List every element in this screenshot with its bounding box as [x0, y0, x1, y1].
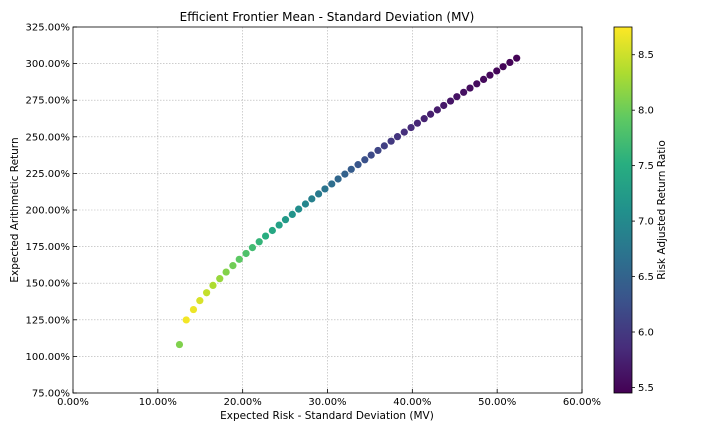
y-tick-label: 275.00% — [26, 96, 71, 107]
y-tick-label: 75.00% — [32, 389, 70, 400]
scatter-point — [367, 151, 375, 159]
scatter-point — [361, 156, 369, 164]
scatter-point — [374, 146, 382, 155]
x-axis-ticks: 0.00% 10.00% 20.00% 30.00% 40.00% 50.00% 60.00… — [57, 389, 601, 408]
scatter-point — [347, 165, 355, 173]
scatter-point — [420, 115, 428, 123]
scatter-point — [248, 244, 257, 252]
scatter-point — [175, 340, 184, 349]
y-tick-label: 100.00% — [26, 352, 71, 363]
chart-title: Efficient Frontier Mean - Standard Devia… — [180, 10, 475, 24]
scatter-point — [268, 226, 276, 235]
x-tick-label: 50.00% — [478, 397, 516, 408]
y-tick-label: 250.00% — [26, 132, 71, 143]
scatter-point — [493, 67, 501, 75]
y-tick-label: 125.00% — [26, 315, 71, 326]
scatter-point — [196, 297, 204, 305]
colorbar-tick-label: 8.0 — [638, 106, 654, 117]
scatter-point — [499, 63, 507, 71]
x-tick-label: 60.00% — [563, 397, 601, 408]
y-tick-label: 300.00% — [26, 59, 71, 70]
y-axis-ticks: 75.00% 100.00% 125.00% 150.00% 175.00% 200.00… — [26, 23, 77, 400]
scatter-point — [407, 123, 415, 132]
scatter-point — [328, 180, 336, 188]
scatter-point — [387, 137, 395, 145]
x-tick-label: 20.00% — [224, 397, 262, 408]
scatter-point — [433, 106, 441, 114]
scatter-point — [242, 249, 250, 258]
colorbar-tick-label: 7.5 — [638, 161, 654, 172]
scatter-point — [473, 80, 481, 88]
colorbar-tick-label: 5.5 — [638, 383, 654, 394]
x-tick-label: 10.00% — [139, 397, 177, 408]
scatter-point — [235, 255, 243, 263]
x-tick-label: 40.00% — [393, 397, 431, 408]
x-tick-label: 0.00% — [57, 397, 89, 408]
data-points — [175, 54, 521, 349]
y-tick-label: 225.00% — [26, 169, 71, 180]
scatter-point — [229, 262, 237, 270]
scatter-point — [479, 75, 488, 84]
scatter-point — [380, 142, 388, 150]
y-tick-label: 325.00% — [26, 23, 71, 34]
colorbar-tick-label: 6.5 — [638, 272, 654, 283]
scatter-point — [341, 170, 349, 178]
scatter-point — [400, 128, 408, 136]
scatter-point — [354, 161, 362, 169]
y-tick-label: 150.00% — [26, 279, 71, 290]
scatter-point — [486, 71, 494, 79]
colorbar-tick-label: 8.5 — [638, 50, 654, 61]
scatter-point — [209, 281, 217, 289]
scatter-point — [295, 205, 303, 213]
scatter-point — [426, 110, 435, 118]
colorbar-tick-label: 7.0 — [638, 217, 654, 228]
scatter-point — [334, 175, 342, 183]
scatter-point — [182, 316, 190, 324]
scatter-point — [460, 88, 468, 96]
scatter-point — [314, 190, 323, 198]
y-tick-label: 175.00% — [26, 242, 71, 253]
scatter-point — [446, 97, 455, 105]
scatter-point — [440, 101, 448, 110]
scatter-point — [261, 232, 270, 240]
scatter-point — [281, 216, 290, 224]
scatter-point — [222, 268, 230, 276]
scatter-point — [308, 195, 316, 203]
scatter-point — [393, 133, 402, 141]
y-axis-label: Expected Arithmetic Return — [9, 137, 21, 282]
scatter-point — [466, 84, 474, 92]
colorbar-ticks: 5.5 6.0 6.5 7.0 7.5 8.0 8.5 — [632, 50, 654, 394]
scatter-point — [413, 119, 422, 127]
scatter-point — [321, 185, 329, 193]
x-axis-label: Expected Risk - Standard Deviation (MV) — [220, 410, 434, 422]
scatter-point — [275, 221, 283, 229]
scatter-point — [203, 289, 211, 297]
x-tick-label: 30.00% — [308, 397, 346, 408]
colorbar-label: Risk Adjusted Return Ratio — [656, 140, 668, 280]
colorbar-tick-label: 6.0 — [638, 328, 654, 339]
scatter-point — [453, 93, 461, 101]
scatter-point — [506, 58, 514, 67]
y-tick-label: 200.00% — [26, 206, 71, 217]
scatter-point — [301, 200, 310, 208]
scatter-point — [189, 305, 198, 314]
scatter-point — [216, 275, 224, 283]
scatter-point — [255, 238, 263, 246]
scatter-point — [288, 210, 296, 218]
colorbar — [613, 26, 633, 394]
scatter-point — [513, 54, 521, 62]
grid-lines — [73, 27, 582, 393]
